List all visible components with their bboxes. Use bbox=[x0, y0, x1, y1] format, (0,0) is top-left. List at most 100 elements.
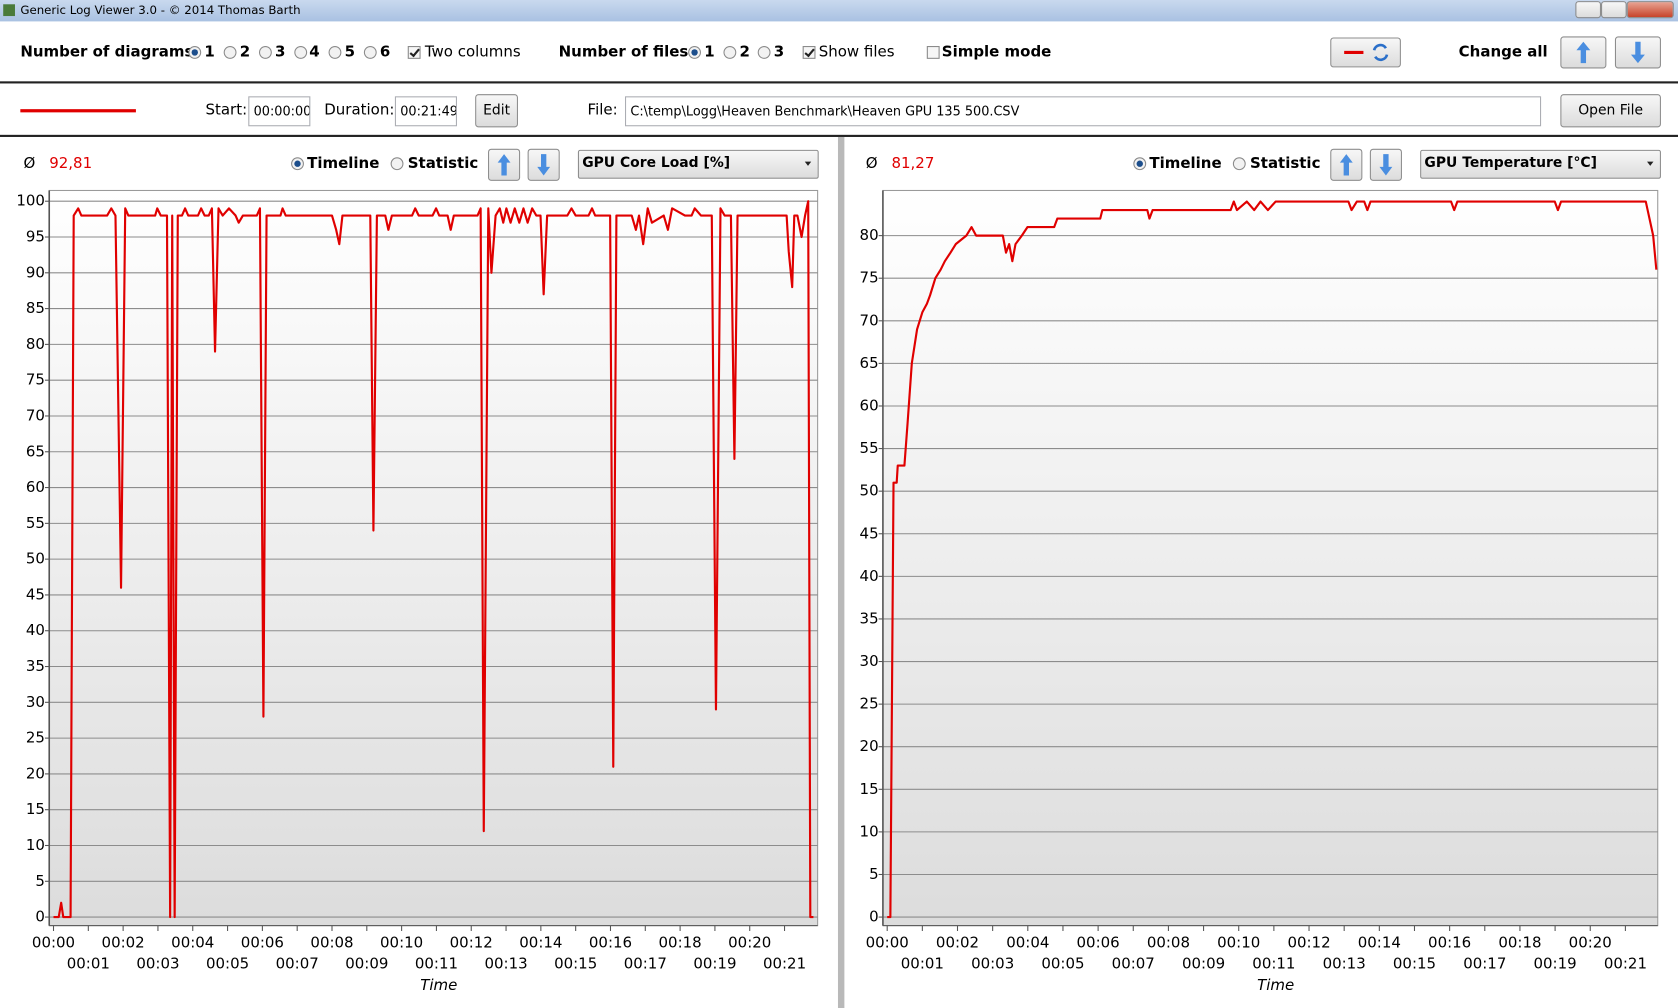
x-tick-label: 00:21 bbox=[1604, 955, 1647, 973]
radio[interactable] bbox=[723, 46, 737, 59]
y-tick-label: 50 bbox=[860, 482, 879, 500]
move-down-button[interactable] bbox=[1369, 148, 1402, 181]
sensor-name[interactable]: GPU Core Load [%] bbox=[582, 155, 731, 172]
dropdown-arrow[interactable] bbox=[804, 161, 812, 166]
move-up-button[interactable] bbox=[1330, 148, 1363, 181]
option[interactable]: 4 bbox=[309, 43, 320, 61]
y-tick-label: 40 bbox=[26, 621, 45, 639]
x-axis-title: Time bbox=[420, 976, 457, 994]
radio[interactable] bbox=[363, 46, 377, 59]
window-title: Generic Log Viewer 3.0 - © 2014 Thomas B… bbox=[20, 3, 301, 18]
radio[interactable] bbox=[328, 46, 342, 59]
y-tick-label: 15 bbox=[26, 800, 45, 818]
y-tick-label: 30 bbox=[26, 693, 45, 711]
open-file-button[interactable]: Open File bbox=[1560, 94, 1661, 128]
option[interactable]: 2 bbox=[239, 43, 251, 61]
x-tick-label: 00:10 bbox=[1217, 933, 1260, 951]
y-tick-label: 55 bbox=[26, 514, 45, 532]
plot-area bbox=[48, 189, 819, 927]
radio[interactable] bbox=[258, 46, 272, 59]
x-tick-label: 00:14 bbox=[1358, 933, 1401, 951]
start-input[interactable]: 00:00:00 bbox=[248, 96, 311, 127]
x-tick-label: 00:04 bbox=[171, 933, 214, 951]
dropdown-arrow[interactable] bbox=[1647, 161, 1654, 166]
radio[interactable] bbox=[223, 46, 237, 59]
x-tick-label: 00:15 bbox=[554, 955, 597, 973]
option[interactable]: 1 bbox=[204, 43, 215, 61]
y-tick-label: 60 bbox=[860, 396, 879, 414]
label: Number of files bbox=[558, 43, 689, 61]
y-tick-label: 45 bbox=[860, 524, 879, 542]
y-tick-label: 65 bbox=[860, 354, 879, 372]
option[interactable]: 3 bbox=[773, 43, 785, 61]
radio[interactable] bbox=[1232, 157, 1246, 171]
close-button[interactable] bbox=[1626, 1, 1674, 19]
move-up-button[interactable] bbox=[488, 148, 521, 181]
radio[interactable] bbox=[1133, 157, 1147, 171]
x-tick-label: 00:01 bbox=[901, 955, 944, 973]
panel-splitter[interactable] bbox=[837, 136, 845, 1008]
color-swap-button[interactable] bbox=[1330, 37, 1401, 68]
option[interactable]: Simple mode bbox=[941, 43, 1052, 61]
radio[interactable] bbox=[688, 46, 701, 59]
x-tick-label: 00:21 bbox=[763, 955, 806, 973]
edit-button[interactable]: Edit bbox=[475, 94, 518, 128]
option[interactable]: 5 bbox=[344, 43, 356, 61]
icon bbox=[1379, 154, 1393, 176]
x-tick-label: 00:15 bbox=[1393, 955, 1436, 973]
y-tick-label: 5 bbox=[869, 865, 879, 883]
x-tick-label: 00:20 bbox=[728, 933, 771, 951]
x-tick-label: 00:14 bbox=[519, 933, 562, 951]
move-down-all-button[interactable] bbox=[1614, 36, 1661, 69]
x-tick-label: 00:09 bbox=[345, 955, 388, 973]
option[interactable]: Two columns bbox=[424, 43, 521, 61]
radio[interactable] bbox=[757, 46, 771, 59]
series-color[interactable] bbox=[20, 109, 136, 113]
option[interactable]: Show files bbox=[818, 43, 895, 61]
timeline-option[interactable]: Timeline bbox=[307, 155, 380, 173]
icon bbox=[1344, 43, 1389, 62]
y-tick-label: 10 bbox=[860, 822, 879, 840]
y-tick-label: 75 bbox=[26, 371, 45, 389]
y-tick-label: 70 bbox=[26, 406, 45, 424]
maximize-button[interactable] bbox=[1601, 1, 1627, 19]
icon bbox=[537, 154, 551, 176]
move-up-all-button[interactable] bbox=[1560, 36, 1607, 69]
sensor-name[interactable]: GPU Temperature [°C] bbox=[1424, 155, 1598, 172]
x-tick-label: 00:16 bbox=[1428, 933, 1471, 951]
option[interactable]: 3 bbox=[275, 43, 286, 61]
checkbox[interactable] bbox=[802, 46, 816, 59]
y-tick-label: 20 bbox=[860, 737, 879, 755]
statistic-option[interactable]: Statistic bbox=[1249, 155, 1321, 173]
y-tick-label: 95 bbox=[26, 228, 45, 246]
radio[interactable] bbox=[188, 46, 202, 59]
checkbox[interactable] bbox=[407, 46, 421, 59]
statistic-option[interactable]: Statistic bbox=[407, 155, 479, 173]
plot-area bbox=[882, 189, 1659, 927]
option[interactable]: 6 bbox=[379, 43, 391, 61]
sensor-dropdown[interactable]: GPU Core Load [%] bbox=[577, 149, 819, 179]
sensor-dropdown[interactable]: GPU Temperature [°C] bbox=[1420, 149, 1661, 179]
duration-input[interactable]: 00:21:49 bbox=[394, 96, 457, 127]
option[interactable]: 1 bbox=[704, 43, 715, 61]
y-tick-label: 40 bbox=[860, 567, 879, 585]
minimize-button[interactable] bbox=[1575, 1, 1602, 19]
app-icon bbox=[3, 4, 15, 17]
y-tick-label: 85 bbox=[26, 299, 45, 317]
move-down-button[interactable] bbox=[527, 148, 560, 181]
radio[interactable] bbox=[294, 46, 308, 59]
file-path-input[interactable]: C:\temp\Logg\Heaven Benchmark\Heaven GPU… bbox=[624, 96, 1542, 127]
radio[interactable] bbox=[291, 157, 304, 171]
x-tick-label: 00:01 bbox=[67, 955, 110, 973]
y-tick-label: 35 bbox=[860, 609, 879, 627]
checkbox[interactable] bbox=[926, 46, 940, 59]
title-bar: Generic Log Viewer 3.0 - © 2014 Thomas B… bbox=[0, 0, 1678, 22]
option[interactable]: 2 bbox=[739, 43, 750, 61]
radio[interactable] bbox=[390, 157, 404, 171]
label: File: bbox=[587, 101, 618, 119]
y-tick-label: 20 bbox=[26, 764, 45, 782]
y-tick-label: 65 bbox=[26, 442, 45, 460]
x-tick-label: 00:02 bbox=[102, 933, 145, 951]
timeline-option[interactable]: Timeline bbox=[1149, 155, 1222, 173]
